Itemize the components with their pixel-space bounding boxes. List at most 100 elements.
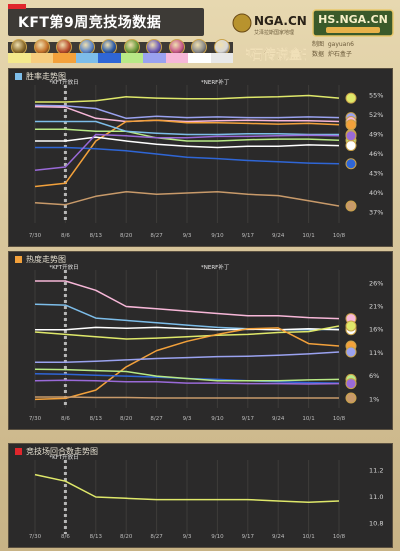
popularity-chart: *KFT开放日 *NERF补丁 7/30 8/6 8/13 8/20 8/27 9/3 9/10…: [29, 263, 384, 422]
x-tick-label: 9/3: [183, 416, 192, 422]
event-label-kft: *KFT开放日: [49, 78, 78, 86]
y-tick-label: 6%: [369, 372, 379, 380]
series-line: [35, 146, 340, 165]
credit-data-value: 炉石盒子: [327, 51, 352, 58]
hs-box-logo: 炉石传说盒子: [246, 47, 306, 63]
credit-made-label: 制图: [312, 41, 325, 48]
series-line: [35, 280, 340, 320]
x-tick-label: 8/6: [61, 233, 70, 239]
x-tick-label: 9/24: [272, 534, 285, 540]
x-tick-label: 9/24: [272, 233, 285, 239]
credit-made-value: gayuan6: [327, 41, 354, 48]
popularity-panel: 热度走势图 *KFT开放日 *NERF补丁 7/30 8/6 8/13 8/20 8/27 9…: [8, 251, 393, 430]
nga-logo-text: NGA.CN: [254, 14, 307, 28]
popularity-heading-text: 热度走势图: [26, 255, 66, 264]
series-line: [35, 136, 340, 149]
y-tick-label: 40%: [369, 189, 383, 197]
series-class-icon: [345, 130, 357, 142]
series-line: [35, 351, 340, 363]
rounds-chart: *KFT开放日 7/30 8/6 8/13 8/20 8/27 9/3 9/10 9/17 9/2…: [29, 453, 384, 540]
x-tick-label: 8/27: [150, 534, 163, 540]
x-tick-label: 8/13: [90, 534, 103, 540]
series-line: [34, 119, 340, 188]
x-tick-label: 9/3: [183, 233, 192, 239]
class-color-swatch: [30, 53, 53, 63]
y-tick-label: 1%: [369, 395, 379, 403]
rounds-panel: 竞技场回合数走势图 *KFT开放日 7/30 8/6 8/13 8/20 8/27 9/3 9…: [8, 443, 393, 548]
credits: 制图 gayuan6 数据 炉石盒子: [312, 40, 396, 60]
y-tick-label: 11.0: [369, 493, 383, 501]
series-class-icon: [345, 346, 357, 358]
y-tick-label: 21%: [369, 303, 383, 311]
class-color-swatch: [75, 53, 98, 63]
y-tick-label: 10.8: [369, 519, 383, 527]
y-tick-label: 11%: [369, 349, 383, 357]
y-tick-label: 49%: [369, 131, 383, 139]
hs-logo-text: HS.NGA.CN: [318, 13, 388, 26]
rounds-heading-text: 竞技场回合数走势图: [26, 447, 98, 456]
series-line: [35, 326, 340, 331]
event-label-kft: *KFT开放日: [49, 263, 78, 271]
class-color-swatch: [120, 53, 143, 63]
popularity-heading: 热度走势图: [15, 254, 66, 265]
class-color-strip: [8, 53, 233, 63]
x-tick-label: 8/27: [150, 416, 163, 422]
x-tick-label: 8/13: [90, 233, 103, 239]
nga-logo-subtext: 艾泽拉斯国家地理: [254, 29, 294, 36]
y-tick-label: 55%: [369, 92, 383, 100]
event-label-nerf: *NERF补丁: [201, 263, 230, 271]
y-tick-label: 16%: [369, 326, 383, 334]
x-tick-label: 10/1: [302, 534, 314, 540]
series-line: [34, 190, 340, 207]
x-tick-label: 10/8: [333, 416, 346, 422]
x-tick-label: 9/17: [242, 534, 255, 540]
x-tick-label: 8/20: [120, 416, 133, 422]
series-line: [35, 120, 339, 136]
nga-logo: NGA.CN 艾泽拉斯国家地理: [232, 13, 307, 36]
x-tick-label: 8/20: [120, 534, 133, 540]
page-title: KFT第9周竞技场数据: [18, 15, 162, 31]
class-color-swatch: [8, 53, 31, 63]
series-line: [34, 473, 340, 504]
hs-logo: HS.NGA.CN: [312, 9, 394, 37]
x-tick-label: 8/20: [120, 233, 133, 239]
series-line: [34, 327, 340, 401]
hs-box-logo-text: 炉石传说盒子: [246, 47, 306, 63]
series-line: [34, 325, 340, 340]
series-class-icon: [345, 158, 357, 170]
class-color-swatch: [98, 53, 121, 63]
series-line: [34, 133, 340, 172]
series-line: [35, 94, 340, 103]
x-tick-label: 7/30: [29, 534, 42, 540]
series-class-icon: [345, 392, 357, 404]
y-tick-label: 43%: [369, 170, 383, 178]
x-tick-label: 9/17: [242, 233, 255, 239]
series-class-icon: [345, 119, 357, 131]
credit-data-label: 数据: [312, 51, 325, 58]
series-line: [34, 379, 340, 385]
x-tick-label: 8/13: [90, 416, 103, 422]
class-color-swatch: [210, 53, 233, 63]
x-tick-label: 8/6: [61, 534, 70, 540]
winrate-heading-text: 胜率走势图: [26, 72, 66, 81]
winrate-chart: *KFT开放日 *NERF补丁 7/30 8/6 8/13 8/20 8/27 9/3 9/10…: [29, 78, 384, 239]
winrate-heading-marker: [15, 73, 22, 80]
series-line: [35, 128, 340, 142]
rounds-heading-marker: [15, 448, 22, 455]
class-color-swatch: [165, 53, 188, 63]
series-line: [34, 105, 340, 123]
popularity-heading-marker: [15, 256, 22, 263]
x-tick-label: 8/6: [61, 416, 70, 422]
x-tick-label: 7/30: [29, 233, 42, 239]
y-tick-label: 46%: [369, 150, 383, 158]
class-color-swatch: [188, 53, 211, 63]
series-class-icon: [345, 320, 357, 332]
x-tick-label: 7/30: [29, 416, 42, 422]
x-tick-label: 10/1: [302, 233, 314, 239]
x-tick-label: 9/10: [211, 233, 224, 239]
y-tick-label: 52%: [369, 111, 383, 119]
y-tick-label: 11.2: [369, 467, 383, 475]
x-tick-label: 9/3: [183, 534, 192, 540]
x-tick-label: 9/24: [272, 416, 285, 422]
